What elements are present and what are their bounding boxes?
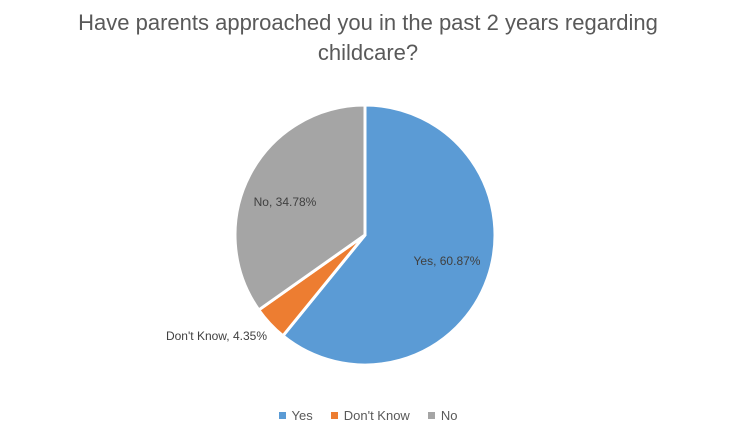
legend-swatch-yes <box>278 412 286 419</box>
legend-label-dont-know: Don't Know <box>343 408 410 423</box>
legend: Yes Don't Know No <box>0 408 736 423</box>
data-label-don-t-know: Don't Know, 4.35% <box>166 329 267 343</box>
legend-swatch-dont-know <box>330 412 338 419</box>
legend-label-yes: Yes <box>291 408 313 423</box>
legend-item-dont-know: Don't Know <box>330 408 410 423</box>
data-label-no: No, 34.78% <box>254 195 317 209</box>
data-label-yes: Yes, 60.87% <box>414 254 481 268</box>
legend-item-yes: Yes <box>278 408 313 423</box>
pie-slices <box>233 103 497 367</box>
legend-swatch-no <box>427 412 435 419</box>
pie-slice-yes <box>281 103 497 367</box>
legend-item-no: No <box>427 408 458 423</box>
chart-title: Have parents approached you in the past … <box>78 10 658 65</box>
legend-label-no: No <box>440 408 458 423</box>
pie-data-labels: Yes, 60.87% Don't Know, 4.35% No, 34.78% <box>166 195 481 343</box>
pie-slice-no <box>233 103 367 312</box>
